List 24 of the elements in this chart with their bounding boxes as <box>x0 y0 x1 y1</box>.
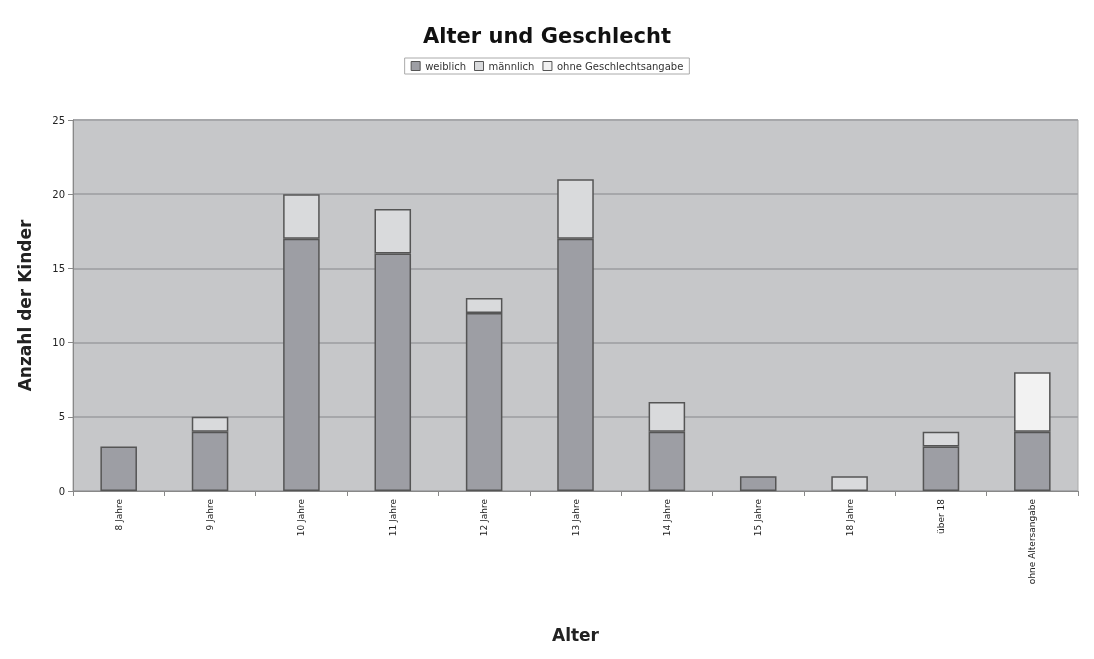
bar <box>831 476 868 491</box>
x-tick-label: 14 Jahre <box>661 498 672 537</box>
y-tick-label: 0 <box>58 485 65 497</box>
x-axis-title: Alter <box>551 624 600 645</box>
x-tick-label: 12 Jahre <box>479 498 490 537</box>
x-tick-label: 11 Jahre <box>387 498 398 537</box>
y-tick-label: 5 <box>58 411 65 423</box>
x-tick-label: ohne Altersangabe <box>1027 498 1038 585</box>
x-tick-label: 8 Jahre <box>113 498 124 531</box>
y-tick-label: 10 <box>52 337 65 349</box>
x-tick-label: 15 Jahre <box>753 498 764 537</box>
x-tick-label: 18 Jahre <box>844 498 855 537</box>
y-axis-title: Anzahl der Kinder <box>14 219 35 392</box>
chart-title: Alter und Geschlecht <box>423 23 671 48</box>
legend-label: männlich <box>488 60 535 72</box>
legend-label: weiblich <box>425 60 467 72</box>
x-tick-label: 9 Jahre <box>205 498 216 531</box>
x-tick-label: über 18 <box>935 498 946 534</box>
legend-label: ohne Geschlechtsangabe <box>556 60 684 72</box>
y-tick-label: 15 <box>52 262 65 274</box>
y-tick-label: 20 <box>52 188 65 200</box>
x-tick-label: 10 Jahre <box>296 498 307 537</box>
y-tick-label: 25 <box>52 114 65 126</box>
x-tick-label: 13 Jahre <box>570 498 581 537</box>
